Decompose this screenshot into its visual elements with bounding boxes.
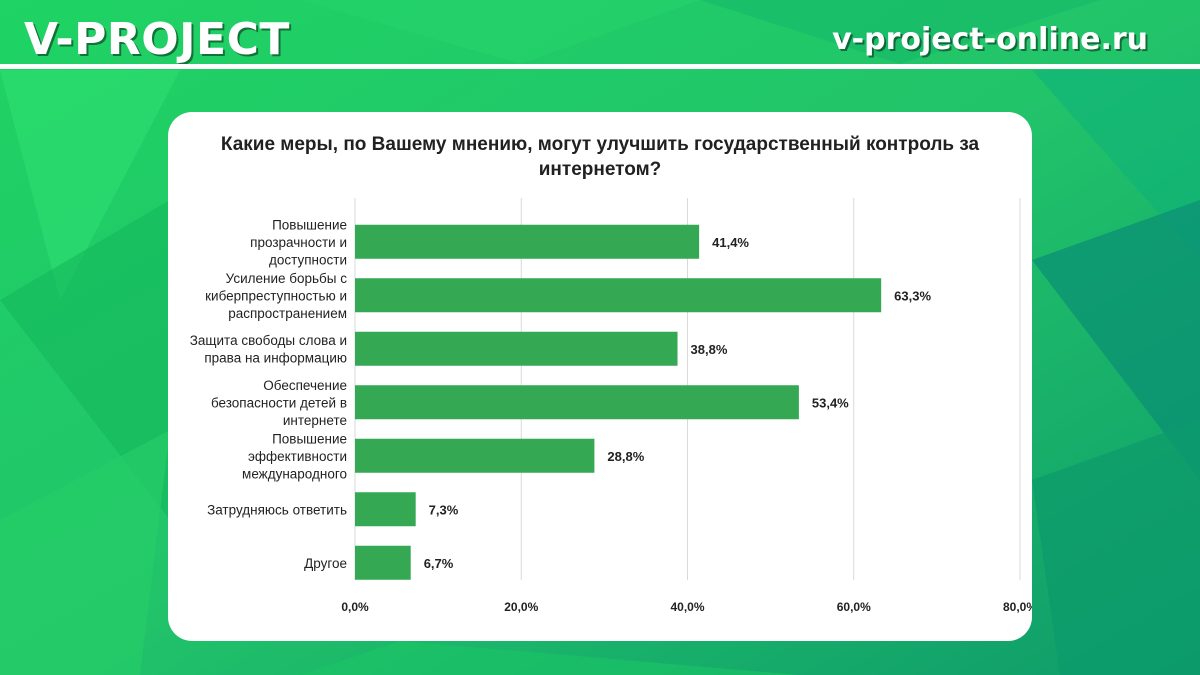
x-tick-label: 80,0% [1003,600,1032,614]
bar [355,492,416,527]
bar [355,438,595,473]
x-axis-ticks: 0,0% 20,0% 40,0% 60,0% 80,0% [341,600,1032,614]
bar [355,331,678,366]
category-label: Повышение прозрачности и доступности [250,217,347,267]
header-divider [0,64,1200,69]
category-label: Защита свободы слова и права на информаци… [190,333,347,366]
data-label: 7,3% [429,502,459,517]
data-label: 6,7% [424,556,454,571]
category-label: Повышение эффективности международного [242,431,347,481]
data-label: 41,4% [712,235,749,250]
x-tick-label: 40,0% [670,600,704,614]
data-label: 63,3% [894,288,931,303]
x-tick-label: 0,0% [341,600,369,614]
category-label: Усиление борьбы с киберпреступностью и рас… [205,271,347,321]
category-label: Затрудняюсь ответить [207,502,347,517]
value-labels: 41,4% 63,3% 38,8% 53,4% 28,8% 7,3% 6,7% [424,235,932,571]
bar [355,545,411,580]
x-tick-label: 60,0% [837,600,871,614]
bar [355,224,700,259]
site-url: v-project-online.ru [832,22,1148,57]
x-tick-label: 20,0% [504,600,538,614]
bar [355,385,799,420]
bar [355,278,882,313]
data-label: 53,4% [812,395,849,410]
category-labels: Повышение прозрачности и доступностиУсилен… [190,217,348,571]
brand-logo-text: V-PROJECT [24,14,290,65]
category-label: Обеспечение безопасности детей в интернете [211,378,347,428]
data-label: 38,8% [691,342,728,357]
bars [355,224,882,580]
data-label: 28,8% [607,449,644,464]
category-label: Другое [304,556,347,571]
chart-card: Повышение прозрачности и доступности Усилен… [168,112,1032,641]
bar-chart: Повышение прозрачности и доступностиУсилен… [190,198,1032,614]
chart-title: Какие меры, по Вашему мнению, могут улуч… [220,134,980,180]
